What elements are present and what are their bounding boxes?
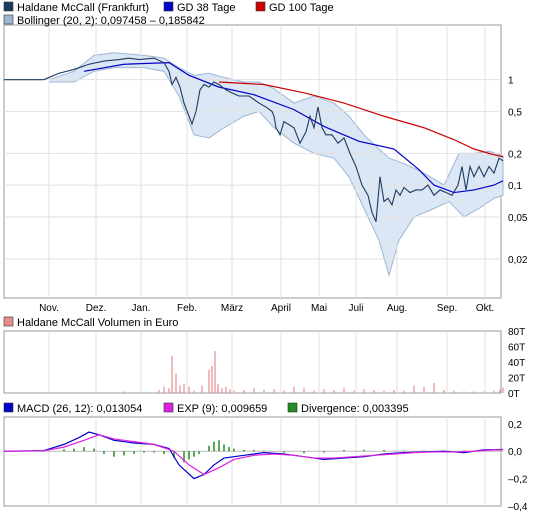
x-tick-label: Nov.	[39, 303, 59, 314]
legend-swatch	[3, 1, 14, 12]
legend-swatch	[3, 402, 14, 413]
legend-swatch	[255, 1, 266, 12]
x-tick-label: Jan.	[132, 303, 151, 314]
volume-tick-label: 80T	[508, 327, 525, 338]
x-tick-label: Aug.	[387, 303, 408, 314]
price-line	[4, 57, 504, 222]
x-tick-label: Okt.	[476, 303, 494, 314]
legend-label: GD 38 Tage	[177, 2, 236, 14]
macd-tick-label: –0,2	[508, 475, 528, 486]
legend-swatch	[3, 316, 14, 327]
y-tick-label: 0,05	[508, 213, 528, 224]
bollinger-band	[48, 52, 504, 277]
macd-tick-label: –0,4	[508, 502, 528, 513]
x-tick-label: Sep.	[437, 303, 458, 314]
macd-tick-label: 0,2	[508, 420, 522, 431]
legend-label: MACD (26, 12): 0,013054	[17, 403, 142, 415]
x-tick-label: Juli	[348, 303, 363, 314]
legend-label: Bollinger (20, 2): 0,097458 – 0,185842	[17, 15, 205, 27]
legend-label: EXP (9): 0,009659	[177, 403, 267, 415]
legend-label: Haldane McCall Volumen in Euro	[17, 317, 178, 329]
legend-swatch	[163, 402, 174, 413]
x-tick-label: Feb.	[177, 303, 197, 314]
volume-tick-label: 60T	[508, 343, 525, 354]
y-tick-label: 0,2	[508, 149, 522, 160]
legend-swatch	[3, 14, 14, 25]
legend-label: Haldane McCall (Frankfurt)	[17, 2, 149, 14]
gd100-line	[218, 81, 504, 158]
exp-line	[3, 434, 503, 476]
x-tick-label: April	[271, 303, 291, 314]
macd-panel-frame	[3, 416, 502, 507]
y-tick-label: 0,02	[508, 255, 528, 266]
legend-swatch	[287, 402, 298, 413]
volume-tick-label: 20T	[508, 374, 525, 385]
volume-tick-label: 40T	[508, 358, 525, 369]
legend-label: Divergence: 0,003395	[301, 403, 409, 415]
y-tick-label: 0,1	[508, 181, 522, 192]
volume-tick-label: 0T	[508, 389, 520, 400]
y-tick-label: 1	[508, 76, 514, 87]
price-panel-frame	[3, 24, 502, 299]
x-tick-label: März	[221, 303, 243, 314]
macd-tick-label: 0,0	[508, 447, 522, 458]
x-tick-label: Dez.	[86, 303, 107, 314]
legend-label: GD 100 Tage	[269, 2, 334, 14]
gd38-line	[83, 62, 504, 194]
volume-panel-frame	[3, 330, 502, 394]
y-tick-label: 0,5	[508, 107, 522, 118]
legend-swatch	[163, 1, 174, 12]
x-tick-label: Mai	[311, 303, 327, 314]
